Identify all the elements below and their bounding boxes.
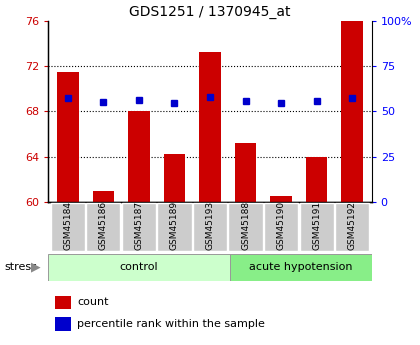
Text: count: count xyxy=(77,297,109,307)
Text: GSM45192: GSM45192 xyxy=(348,201,357,250)
FancyBboxPatch shape xyxy=(299,203,333,251)
FancyBboxPatch shape xyxy=(228,203,262,251)
Bar xyxy=(200,52,221,202)
Bar xyxy=(93,190,114,202)
Text: GSM45184: GSM45184 xyxy=(63,201,72,250)
Text: GSM45193: GSM45193 xyxy=(205,201,215,250)
Text: GSM45187: GSM45187 xyxy=(134,201,143,250)
Bar xyxy=(306,157,327,202)
Bar xyxy=(270,196,292,202)
Bar xyxy=(57,72,79,202)
FancyBboxPatch shape xyxy=(48,254,230,281)
Text: GSM45186: GSM45186 xyxy=(99,201,108,250)
Bar xyxy=(55,296,71,309)
Bar xyxy=(235,143,256,202)
FancyBboxPatch shape xyxy=(122,203,156,251)
Text: GSM45190: GSM45190 xyxy=(277,201,286,250)
FancyBboxPatch shape xyxy=(335,203,369,251)
FancyBboxPatch shape xyxy=(230,254,372,281)
Text: GDS1251 / 1370945_at: GDS1251 / 1370945_at xyxy=(129,5,291,19)
Bar xyxy=(128,111,150,202)
FancyBboxPatch shape xyxy=(193,203,227,251)
FancyBboxPatch shape xyxy=(264,203,298,251)
Text: GSM45189: GSM45189 xyxy=(170,201,179,250)
Text: GSM45188: GSM45188 xyxy=(241,201,250,250)
FancyBboxPatch shape xyxy=(158,203,192,251)
Bar xyxy=(164,154,185,202)
Bar xyxy=(55,317,71,331)
Text: stress: stress xyxy=(4,263,37,272)
Text: acute hypotension: acute hypotension xyxy=(249,263,352,272)
FancyBboxPatch shape xyxy=(51,203,85,251)
Text: control: control xyxy=(120,263,158,272)
FancyBboxPatch shape xyxy=(87,203,121,251)
Bar xyxy=(341,21,363,202)
Text: ▶: ▶ xyxy=(31,261,40,274)
Text: percentile rank within the sample: percentile rank within the sample xyxy=(77,319,265,329)
Text: GSM45191: GSM45191 xyxy=(312,201,321,250)
